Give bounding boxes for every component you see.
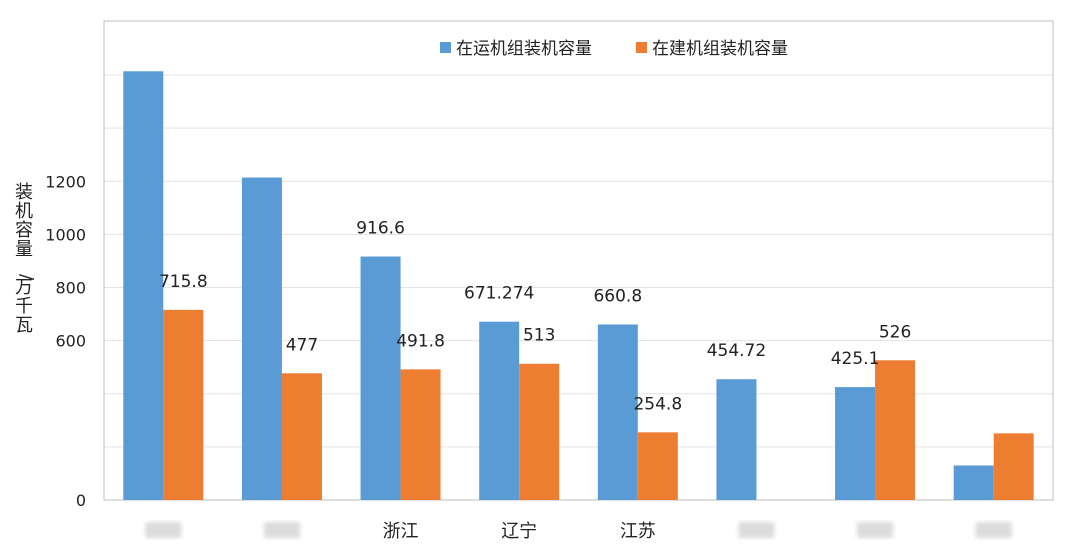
legend-label-1: 在建机组装机容量 xyxy=(652,39,788,59)
category-label: 浙江 xyxy=(383,521,419,542)
bars xyxy=(123,71,1034,500)
obscured-category-label xyxy=(975,522,1012,538)
bar-series0-cat5 xyxy=(716,379,757,500)
bar-series1-cat2 xyxy=(400,369,441,500)
obscured-category-label xyxy=(857,522,894,538)
bar-series1-cat4 xyxy=(637,432,678,500)
data-label: 454.72 xyxy=(707,341,766,361)
bar-series1-cat0 xyxy=(163,309,204,500)
y-axis-ticks: 0 600 800 1000 1200 xyxy=(45,172,86,510)
y-axis-label: 装机容量/万千瓦 xyxy=(15,182,37,336)
bar-series0-cat2 xyxy=(360,256,401,500)
y-tick-label: 1200 xyxy=(45,172,86,191)
data-label: 254.8 xyxy=(633,394,682,414)
legend-swatch-0 xyxy=(440,42,451,53)
bar-series0-cat1 xyxy=(241,177,282,500)
data-label: 425.1 xyxy=(831,349,880,369)
bar-series1-cat7 xyxy=(993,433,1034,500)
data-label: 513 xyxy=(523,326,555,346)
x-axis-categories: 浙江 辽宁 江苏 xyxy=(145,521,1012,542)
obscured-category-label xyxy=(145,522,182,538)
data-label: 477 xyxy=(286,335,318,355)
bar-series0-cat6 xyxy=(835,387,876,500)
bar-series0-cat7 xyxy=(953,465,994,500)
category-label: 辽宁 xyxy=(501,521,537,542)
category-label: 江苏 xyxy=(620,521,656,542)
legend-label-0: 在运机组装机容量 xyxy=(456,39,592,59)
data-labels: 715.8 477 916.6 491.8 671.274 513 660.8 254.8 45… xyxy=(159,219,911,415)
bar-series1-cat1 xyxy=(281,373,322,500)
y-tick-label: 800 xyxy=(55,279,86,298)
legend-swatch-1 xyxy=(636,42,647,53)
y-tick-label: 600 xyxy=(55,332,86,351)
data-label: 671.274 xyxy=(464,284,534,304)
bar-series1-cat3 xyxy=(519,363,560,500)
y-tick-label: 1000 xyxy=(45,225,86,244)
y-tick-label: 0 xyxy=(76,491,86,510)
legend: 在运机组装机容量 在建机组装机容量 xyxy=(440,39,788,59)
data-label: 715.8 xyxy=(159,272,208,292)
data-label: 526 xyxy=(879,322,911,342)
plot-border xyxy=(103,20,1054,501)
obscured-category-label xyxy=(738,522,775,538)
bar-series0-cat3 xyxy=(479,321,520,500)
obscured-category-label xyxy=(263,522,300,538)
bar-series0-cat0 xyxy=(123,71,164,500)
plot-frame xyxy=(103,20,1054,501)
bar-series0-cat4 xyxy=(597,324,638,500)
data-label: 660.8 xyxy=(593,286,642,306)
data-label: 491.8 xyxy=(396,331,445,351)
bar-series1-cat6 xyxy=(875,360,916,500)
data-label: 916.6 xyxy=(356,219,405,239)
